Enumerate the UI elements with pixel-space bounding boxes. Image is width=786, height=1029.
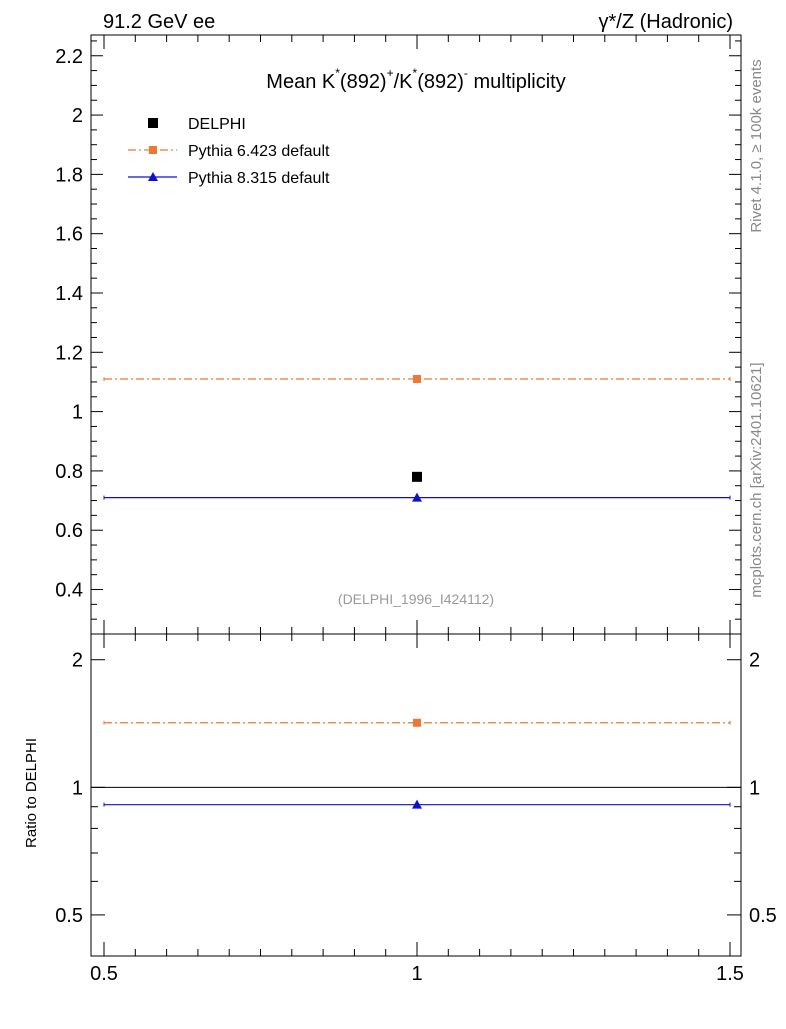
ratio-y-tick-label-right: 1 xyxy=(749,777,760,799)
legend-label-pythia6: Pythia 6.423 default xyxy=(188,143,330,160)
ratio-axis-ticks: 0.5 0.5 1 1 2 2 0.5 1 1.5 xyxy=(55,634,777,985)
analysis-watermark: (DELPHI_1996_I424112) xyxy=(338,591,494,607)
ratio-plot-marks xyxy=(91,718,741,809)
ratio-y-tick-label: 2 xyxy=(72,650,83,672)
pythia6-marker xyxy=(413,374,421,383)
ratio-ylabel: Ratio to DELPHI xyxy=(23,738,40,848)
legend-label-pythia8: Pythia 8.315 default xyxy=(188,170,330,187)
rivet-label: Rivet 4.1.0, ≥ 100k events xyxy=(748,59,765,232)
legend-label-delphi: DELPHI xyxy=(188,116,246,133)
y-tick-label: 0.8 xyxy=(55,461,83,483)
y-tick-label: 1.8 xyxy=(55,164,83,186)
y-tick-label: 2.2 xyxy=(55,46,83,68)
y-tick-label: 2 xyxy=(72,105,83,127)
legend-marker-delphi xyxy=(148,118,158,128)
legend: DELPHI Pythia 6.423 default Pythia 8.315… xyxy=(128,116,330,187)
x-tick-label: 1 xyxy=(411,963,422,985)
pythia6-ratio-marker xyxy=(413,718,421,727)
legend-marker-pythia8 xyxy=(148,172,158,181)
y-tick-label: 0.6 xyxy=(55,520,83,542)
main-title: Mean K*(892)+/K*(892)- multiplicity xyxy=(266,66,565,93)
x-tick-label: 0.5 xyxy=(90,963,118,985)
y-tick-label: 1.6 xyxy=(55,224,83,246)
ratio-y-tick-label: 1 xyxy=(72,777,83,799)
mcplots-label: mcplots.cern.ch [arXiv:2401.10621] xyxy=(748,362,765,597)
y-tick-label: 1.2 xyxy=(55,342,83,364)
y-tick-label: 1.4 xyxy=(55,283,83,305)
x-tick-label: 1.5 xyxy=(716,963,744,985)
ratio-y-tick-label-right: 2 xyxy=(749,650,760,672)
y-tick-label: 1 xyxy=(72,402,83,424)
legend-marker-pythia6 xyxy=(149,146,157,154)
ratio-y-tick-label: 0.5 xyxy=(55,905,83,927)
pythia8-ratio-marker xyxy=(412,799,422,809)
process-label: γ*/Z (Hadronic) xyxy=(599,11,733,33)
main-axis-ticks: 0.4 0.6 0.8 1 1.2 1.4 1.6 1.8 2 2.2 xyxy=(55,35,741,634)
main-plot-marks xyxy=(103,374,731,502)
energy-label: 91.2 GeV ee xyxy=(103,11,215,33)
delphi-point xyxy=(412,471,422,482)
pythia8-marker xyxy=(412,492,422,502)
ratio-y-tick-label-right: 0.5 xyxy=(749,905,777,927)
y-tick-label: 0.4 xyxy=(55,580,83,602)
ratio-panel-frame xyxy=(90,633,742,957)
